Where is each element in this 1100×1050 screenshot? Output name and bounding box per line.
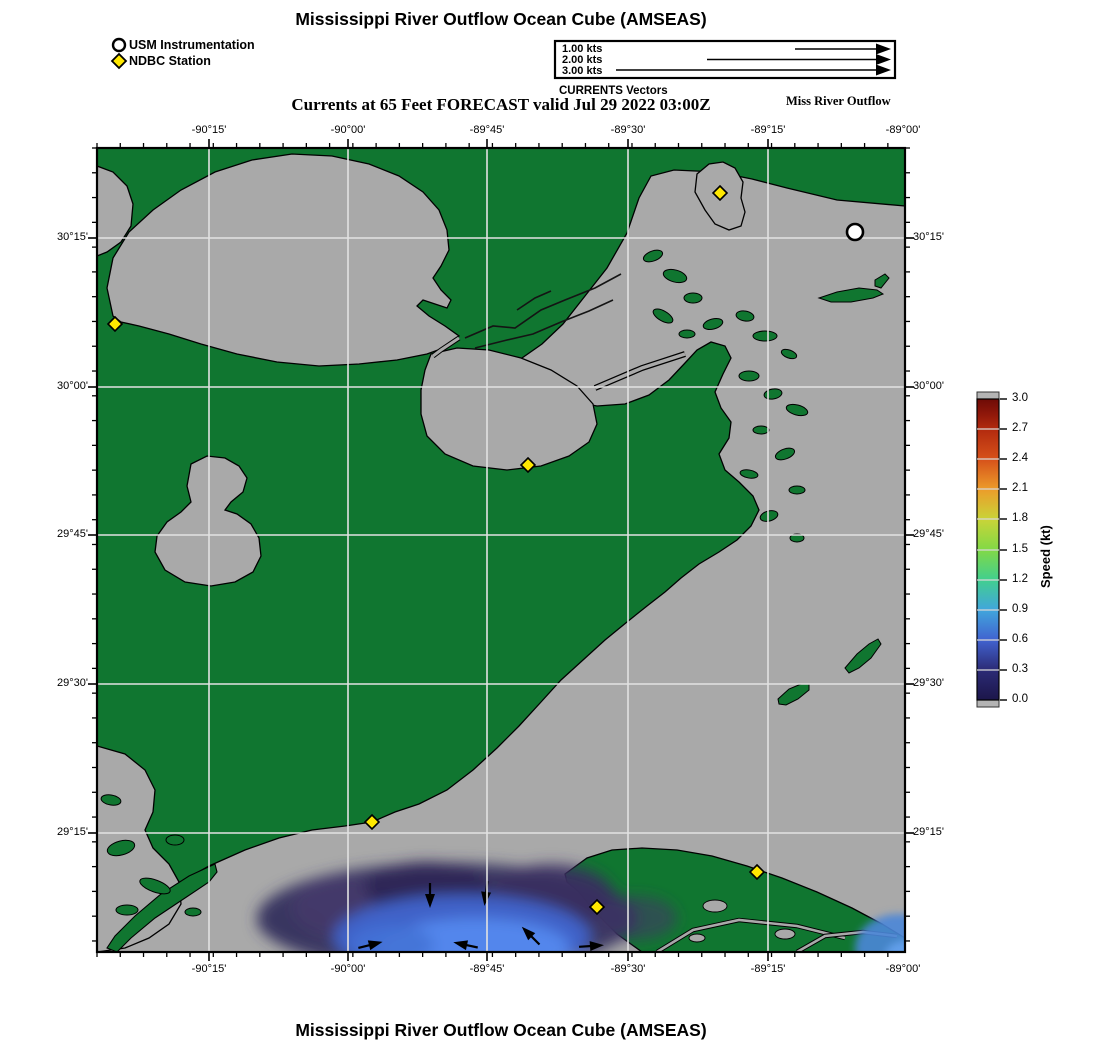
colorbar-tick-label: 1.8	[1012, 512, 1028, 524]
axis-label-lon-bottom-5: -89°00'	[885, 963, 921, 975]
colorbar-tick-label: 0.6	[1012, 633, 1028, 645]
graticule-gridlines	[97, 148, 905, 952]
rigolets-channels	[464, 273, 622, 349]
colorbar-title: Speed (kt)	[1038, 525, 1053, 588]
colorbar-ticks	[1000, 398, 1007, 701]
axis-label-lon-bottom-0: -90°15'	[191, 963, 227, 975]
marsh-islands	[642, 249, 809, 543]
vector-scale-box	[553, 39, 897, 80]
usm-legend-circle-icon	[111, 37, 127, 53]
axis-label-lon-top-2: -89°45'	[469, 124, 505, 136]
axis-label-lat-right-0: 30°15'	[913, 231, 944, 243]
axis-label-lat-left-3: 29°30'	[57, 677, 88, 689]
colorbar-tick-label: 0.9	[1012, 603, 1028, 615]
colorbar-tick-label: 2.4	[1012, 452, 1028, 464]
colorbar-top-cap	[976, 391, 1000, 400]
colorbar-tick-label: 1.2	[1012, 573, 1028, 585]
speed-field-corner	[855, 914, 905, 952]
colorbar-tick-label: 0.3	[1012, 663, 1028, 675]
usm-circle-marker	[845, 222, 865, 242]
axis-label-lat-left-4: 29°15'	[57, 826, 88, 838]
colorbar-tick-label: 1.5	[1012, 543, 1028, 555]
axis-label-lon-top-0: -90°15'	[191, 124, 227, 136]
channel-straits	[431, 335, 686, 391]
ndbc-diamond-marker	[748, 863, 766, 881]
region-label: Miss River Outflow	[786, 94, 891, 108]
bottom-title: Mississippi River Outflow Ocean Cube (AM…	[295, 1020, 707, 1040]
lake-borgne	[420, 347, 598, 471]
colorbar	[976, 391, 1007, 708]
scale-label-2kt: 2.00 kts	[562, 54, 603, 66]
map-area	[97, 148, 905, 952]
ndbc-diamond-marker	[711, 184, 729, 202]
legend-ndbc-label: NDBC Station	[129, 54, 211, 68]
currents-vectors-caption: CURRENTS Vectors	[559, 85, 668, 97]
delta-ponds	[688, 899, 796, 943]
map-frame	[95, 146, 907, 954]
speed-field-blob	[257, 862, 677, 952]
axis-label-lat-left-0: 30°15'	[57, 231, 88, 243]
colorbar-tick-label: 2.1	[1012, 482, 1028, 494]
ndbc-diamond-marker	[106, 315, 124, 333]
axis-label-lon-top-3: -89°30'	[610, 124, 646, 136]
colorbar-bottom-cap	[976, 699, 1000, 708]
station-markers	[106, 184, 865, 916]
ndbc-legend-diamond-icon	[110, 52, 128, 70]
axis-ticks	[88, 139, 914, 961]
axis-label-lon-bottom-4: -89°15'	[750, 963, 786, 975]
forecast-subtitle: Currents at 65 Feet FORECAST valid Jul 2…	[291, 95, 711, 114]
scale-arrowhead-3kt	[876, 64, 891, 76]
axis-label-lat-left-1: 30°00'	[57, 380, 88, 392]
scale-arrowhead-1kt	[876, 43, 891, 55]
axis-label-lon-top-5: -89°00'	[885, 124, 921, 136]
colorbar-tick-label: 2.7	[1012, 422, 1028, 434]
axis-label-lon-bottom-1: -90°00'	[330, 963, 366, 975]
axis-label-lat-right-4: 29°15'	[913, 826, 944, 838]
top-title: Mississippi River Outflow Ocean Cube (AM…	[295, 9, 707, 29]
axis-label-lon-top-4: -89°15'	[750, 124, 786, 136]
axis-label-lon-bottom-3: -89°30'	[610, 963, 646, 975]
colorbar-tick-label: 3.0	[1012, 392, 1028, 404]
topleft-water	[97, 165, 134, 257]
ndbc-diamond-marker	[519, 456, 537, 474]
axis-label-lon-bottom-2: -89°45'	[469, 963, 505, 975]
legend-markers	[110, 37, 128, 70]
axis-label-lat-right-1: 30°00'	[913, 380, 944, 392]
colorbar-gridlines	[977, 428, 999, 671]
ndbc-diamond-marker	[588, 898, 606, 916]
scale-arrowhead-2kt	[876, 54, 891, 65]
barrier-islands	[777, 273, 890, 706]
colorbar-tick-label: 0.0	[1012, 693, 1028, 705]
axis-label-lon-top-1: -90°00'	[330, 124, 366, 136]
axis-label-lat-right-2: 29°45'	[913, 528, 944, 540]
lake-pontchartrain	[106, 153, 461, 367]
sw-islets	[100, 794, 202, 917]
axis-label-lat-right-3: 29°30'	[913, 677, 944, 689]
scale-label-3kt: 3.00 kts	[562, 65, 603, 77]
axis-label-lat-left-2: 29°45'	[57, 528, 88, 540]
ndbc-diamond-marker	[363, 813, 381, 831]
scale-label-1kt: 1.00 kts	[562, 43, 603, 55]
lake-salvador	[154, 455, 262, 587]
legend-usm-label: USM Instrumentation	[129, 38, 255, 52]
